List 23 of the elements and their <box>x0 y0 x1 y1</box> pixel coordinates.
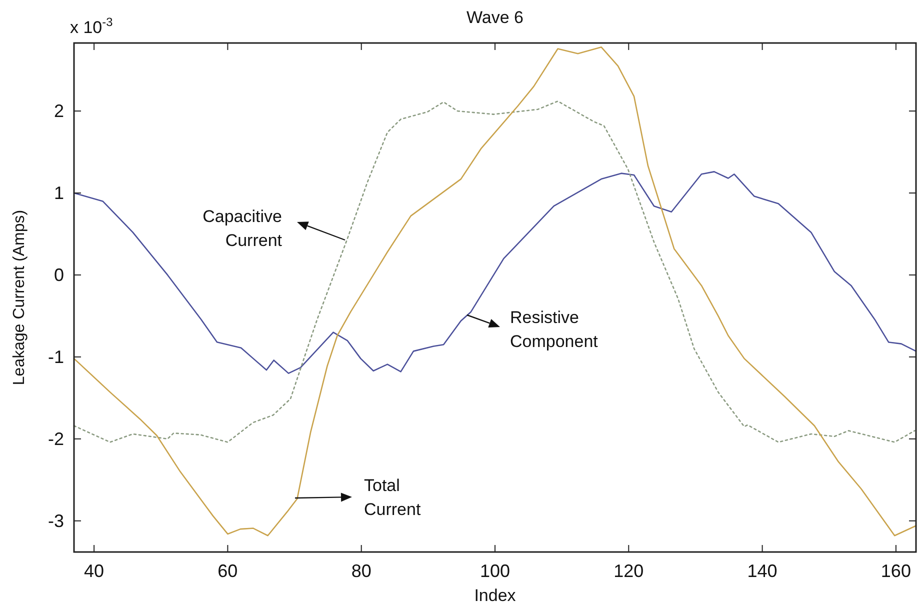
line-series <box>73 171 917 374</box>
x-tick-label: 100 <box>480 561 510 581</box>
line-series <box>73 100 916 443</box>
x-tick-label: 120 <box>614 561 644 581</box>
x-tick-label: 80 <box>351 561 372 581</box>
y-tick-label: -1 <box>48 346 64 367</box>
annotation: Total Current <box>364 476 421 519</box>
y-tick-label: -3 <box>48 510 64 531</box>
x-axis-title: Index <box>474 586 516 605</box>
y-axis-title: Leakage Current (Amps) <box>11 210 28 386</box>
x-tick-label: 40 <box>84 561 104 581</box>
annotation: Capacitive Current <box>202 207 282 250</box>
y-tick-label: 2 <box>54 101 64 122</box>
y-tick-label: 0 <box>54 264 64 285</box>
x-tick-label: 60 <box>218 561 238 581</box>
line-series <box>73 46 917 536</box>
x-tick-label: 140 <box>747 561 778 581</box>
annotation: Resistive Component <box>510 308 598 351</box>
x-tick-label: 160 <box>880 561 911 581</box>
y-tick-label: -2 <box>48 428 64 449</box>
chart-title: Wave 6 <box>466 8 524 27</box>
y-tick-label: 1 <box>54 182 64 203</box>
text: x 10$^{-3}$ <box>70 15 114 37</box>
